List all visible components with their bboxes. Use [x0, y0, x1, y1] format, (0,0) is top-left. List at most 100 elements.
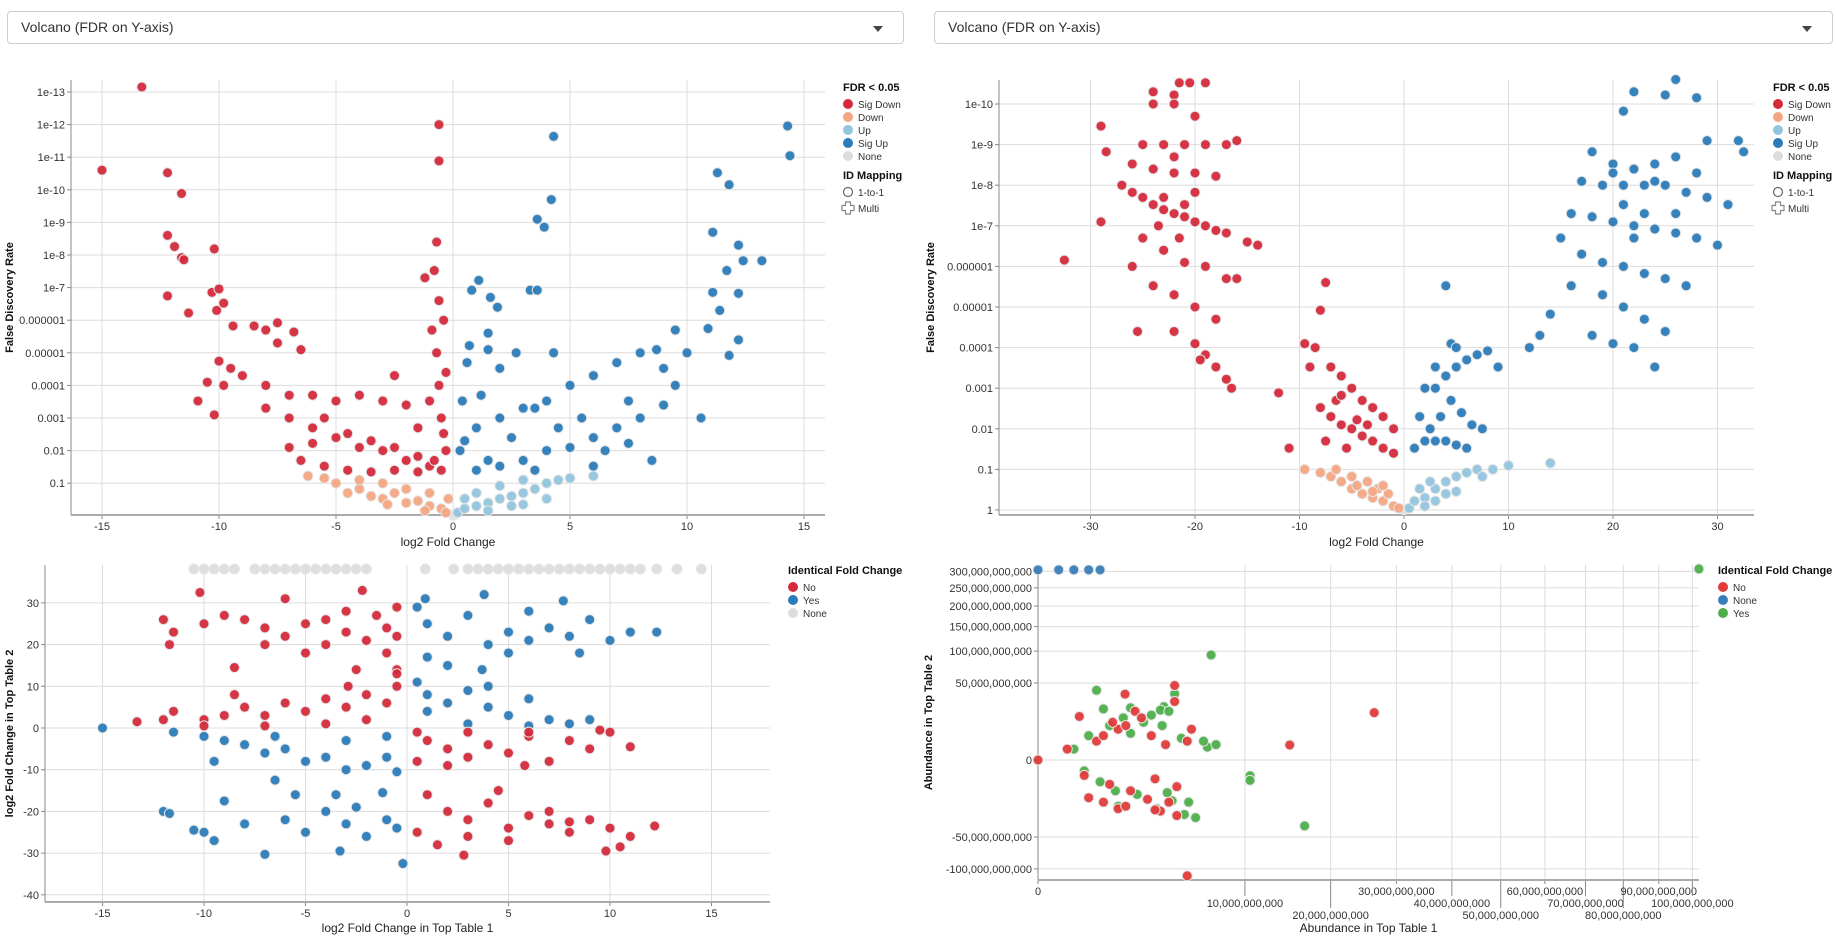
legend-label: None — [858, 152, 882, 163]
y-axis-title: False Discovery Rate — [4, 242, 16, 353]
data-point — [543, 805, 555, 817]
data-point — [576, 412, 588, 424]
data-point — [543, 755, 555, 767]
scatter-plot-2: -30 -20 -10 0 10 20 30 1e-10 1e-9 1e-8 1e-7 0.00000… — [925, 74, 1832, 549]
series-down — [1299, 463, 1405, 514]
series-none — [188, 563, 707, 575]
data-point — [671, 563, 683, 575]
data-point — [456, 395, 468, 407]
legend-title: Identical Fold Change — [788, 565, 902, 577]
y-tick-label: 1e-9 — [971, 140, 993, 152]
data-point — [1097, 703, 1109, 715]
data-point — [353, 474, 365, 486]
data-point — [503, 709, 514, 721]
data-point — [198, 563, 210, 575]
plot-type-dropdown-left[interactable]: Volcano (FDR on Y-axis) — [7, 11, 904, 44]
data-point — [228, 563, 240, 575]
data-point — [1628, 163, 1640, 175]
data-point — [419, 272, 431, 284]
legend-item: Sig Down — [843, 99, 901, 111]
legend-swatch-icon — [1718, 608, 1728, 618]
data-point — [519, 760, 531, 772]
x-tick-label: 90,000,000,000 — [1621, 886, 1697, 898]
data-point — [279, 563, 291, 575]
data-point — [283, 389, 295, 401]
y-tick-label: 1 — [987, 505, 993, 517]
data-point — [157, 614, 169, 626]
data-point — [1461, 467, 1473, 479]
data-point — [1419, 435, 1431, 447]
data-point — [218, 709, 230, 721]
data-point — [1169, 696, 1181, 708]
data-point — [442, 743, 454, 755]
legend-item: Multi — [1771, 201, 1809, 215]
data-point — [1617, 260, 1629, 272]
legend-item: None — [843, 151, 882, 163]
data-point — [353, 441, 365, 453]
data-point — [442, 493, 454, 505]
data-point — [320, 693, 332, 705]
data-point — [1544, 308, 1556, 320]
y-tick-label: 200,000,000,000 — [949, 601, 1032, 613]
data-point — [552, 474, 564, 486]
data-point — [400, 454, 412, 466]
data-point — [1659, 179, 1671, 191]
data-point — [564, 472, 576, 484]
data-point — [517, 402, 529, 414]
legend-swatch-icon — [843, 112, 853, 122]
data-point — [651, 344, 663, 356]
data-point — [431, 839, 443, 851]
data-point — [1168, 208, 1180, 220]
data-point — [1147, 280, 1159, 292]
x-tick-label: -5 — [331, 521, 341, 533]
y-tick-label: -40 — [23, 890, 39, 902]
data-point — [723, 179, 735, 191]
data-point — [1158, 244, 1170, 256]
data-point — [594, 724, 606, 736]
data-point — [1073, 710, 1085, 722]
data-point — [1335, 419, 1347, 431]
data-point — [1058, 254, 1070, 266]
data-point — [248, 320, 260, 332]
data-point — [260, 324, 272, 336]
x-tick-label: 5 — [505, 908, 511, 920]
legend-title: Identical Fold Change — [1718, 565, 1832, 577]
caret-down-icon — [1802, 26, 1812, 32]
data-point — [1190, 812, 1202, 824]
y-tick-label: 1e-12 — [37, 120, 65, 132]
plot-type-dropdown-right[interactable]: Volcano (FDR on Y-axis) — [934, 11, 1833, 44]
data-point — [1351, 480, 1363, 492]
y-tick-label: 0.00001 — [953, 302, 993, 314]
data-point — [584, 743, 596, 755]
legend-label: 1-to-1 — [858, 188, 885, 199]
data-point — [411, 755, 423, 767]
data-point — [1168, 325, 1180, 337]
data-point — [503, 563, 514, 575]
data-point — [310, 563, 322, 575]
data-point — [218, 795, 230, 807]
data-point — [604, 634, 616, 646]
data-point — [350, 664, 362, 676]
data-point — [260, 402, 272, 414]
data-point — [163, 807, 175, 819]
data-point — [377, 395, 389, 407]
legend-item: Yes — [788, 595, 819, 607]
data-point — [198, 826, 210, 838]
legend: Identical Fold Change No Yes None — [788, 565, 902, 620]
legend-label: Down — [1788, 113, 1814, 124]
data-point — [1147, 86, 1159, 98]
data-point — [1231, 273, 1243, 285]
data-point — [259, 709, 271, 721]
data-point — [360, 830, 372, 842]
data-point — [1691, 92, 1703, 104]
data-point — [494, 412, 506, 424]
data-point — [1194, 354, 1206, 366]
data-point — [162, 167, 174, 179]
circle-shape-icon — [842, 186, 854, 198]
data-point — [543, 563, 555, 575]
legend-item: Sig Up — [843, 138, 888, 150]
data-point — [320, 639, 332, 651]
data-point — [1429, 382, 1441, 394]
caret-down-icon — [873, 26, 883, 32]
